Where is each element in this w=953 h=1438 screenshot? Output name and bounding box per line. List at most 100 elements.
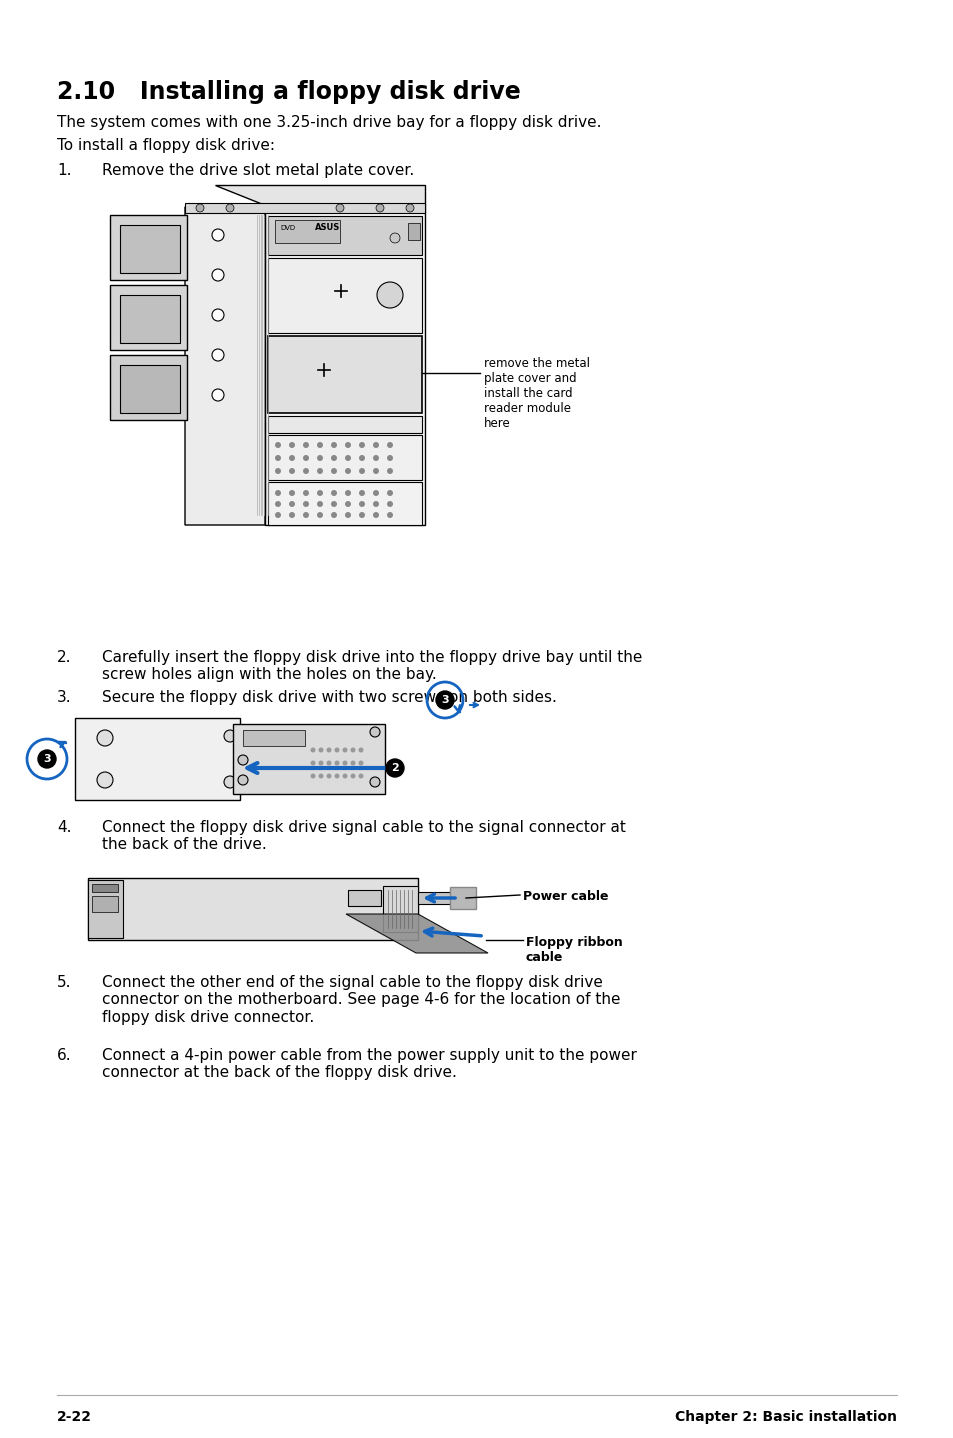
Polygon shape xyxy=(265,206,424,525)
Circle shape xyxy=(436,692,454,709)
Circle shape xyxy=(373,441,378,449)
Circle shape xyxy=(274,441,281,449)
Circle shape xyxy=(310,761,315,765)
Circle shape xyxy=(331,500,336,508)
Circle shape xyxy=(350,748,355,752)
Circle shape xyxy=(358,761,363,765)
Circle shape xyxy=(387,467,393,475)
Polygon shape xyxy=(88,880,123,938)
Circle shape xyxy=(303,467,309,475)
Text: 3: 3 xyxy=(440,695,448,705)
Polygon shape xyxy=(268,436,421,480)
Circle shape xyxy=(342,748,347,752)
Circle shape xyxy=(97,731,112,746)
Circle shape xyxy=(212,349,224,361)
Polygon shape xyxy=(274,220,339,243)
Circle shape xyxy=(375,204,384,211)
Text: Connect the floppy disk drive signal cable to the signal connector at
the back o: Connect the floppy disk drive signal cab… xyxy=(102,820,625,853)
Circle shape xyxy=(326,774,331,778)
Circle shape xyxy=(212,309,224,321)
Circle shape xyxy=(342,774,347,778)
Circle shape xyxy=(331,441,336,449)
Text: To install a floppy disk drive:: To install a floppy disk drive: xyxy=(57,138,274,152)
Circle shape xyxy=(370,777,379,787)
Circle shape xyxy=(212,390,224,401)
Circle shape xyxy=(316,454,323,462)
Circle shape xyxy=(331,454,336,462)
Polygon shape xyxy=(268,416,421,433)
Text: Chapter 2: Basic installation: Chapter 2: Basic installation xyxy=(675,1411,896,1424)
Polygon shape xyxy=(110,216,187,280)
Polygon shape xyxy=(91,884,118,892)
Text: Carefully insert the floppy disk drive into the floppy drive bay until the
screw: Carefully insert the floppy disk drive i… xyxy=(102,650,641,683)
Circle shape xyxy=(274,454,281,462)
Circle shape xyxy=(326,761,331,765)
Circle shape xyxy=(331,512,336,518)
Circle shape xyxy=(212,269,224,280)
Polygon shape xyxy=(75,718,240,800)
Text: ASUS: ASUS xyxy=(314,223,340,232)
Circle shape xyxy=(345,441,351,449)
Circle shape xyxy=(345,490,351,496)
Circle shape xyxy=(289,441,294,449)
Circle shape xyxy=(274,490,281,496)
Polygon shape xyxy=(382,886,417,932)
Circle shape xyxy=(237,755,248,765)
Circle shape xyxy=(387,441,393,449)
Circle shape xyxy=(387,454,393,462)
Circle shape xyxy=(303,441,309,449)
Text: Power cable: Power cable xyxy=(522,890,608,903)
Circle shape xyxy=(310,774,315,778)
Polygon shape xyxy=(185,206,265,525)
Circle shape xyxy=(331,490,336,496)
Circle shape xyxy=(289,490,294,496)
Polygon shape xyxy=(450,887,476,909)
Polygon shape xyxy=(88,879,417,940)
Text: Remove the drive slot metal plate cover.: Remove the drive slot metal plate cover. xyxy=(102,162,414,178)
Circle shape xyxy=(289,454,294,462)
Circle shape xyxy=(373,467,378,475)
Circle shape xyxy=(335,774,339,778)
Text: Connect the other end of the signal cable to the floppy disk drive
connector on : Connect the other end of the signal cabl… xyxy=(102,975,619,1025)
Circle shape xyxy=(237,775,248,785)
Polygon shape xyxy=(214,186,424,206)
Circle shape xyxy=(331,467,336,475)
Text: 2: 2 xyxy=(391,764,398,774)
Circle shape xyxy=(212,229,224,242)
Polygon shape xyxy=(348,890,380,906)
Circle shape xyxy=(376,282,402,308)
Text: 2.: 2. xyxy=(57,650,71,664)
Circle shape xyxy=(373,512,378,518)
Text: 2-22: 2-22 xyxy=(57,1411,91,1424)
Circle shape xyxy=(345,454,351,462)
Polygon shape xyxy=(110,355,187,420)
Polygon shape xyxy=(233,723,385,794)
Text: 1.: 1. xyxy=(57,162,71,178)
Text: 4.: 4. xyxy=(57,820,71,835)
Circle shape xyxy=(358,467,365,475)
Circle shape xyxy=(335,748,339,752)
Circle shape xyxy=(224,777,235,788)
Polygon shape xyxy=(346,915,488,953)
Circle shape xyxy=(345,512,351,518)
Text: Secure the floppy disk drive with two screws on both sides.: Secure the floppy disk drive with two sc… xyxy=(102,690,557,705)
Polygon shape xyxy=(91,896,118,912)
Polygon shape xyxy=(268,336,421,413)
Circle shape xyxy=(226,204,233,211)
Polygon shape xyxy=(120,224,180,273)
Circle shape xyxy=(358,512,365,518)
Circle shape xyxy=(358,454,365,462)
Text: 2.10   Installing a floppy disk drive: 2.10 Installing a floppy disk drive xyxy=(57,81,520,104)
Text: The system comes with one 3.25-inch drive bay for a floppy disk drive.: The system comes with one 3.25-inch driv… xyxy=(57,115,601,129)
Text: Floppy ribbon
cable: Floppy ribbon cable xyxy=(525,936,622,963)
Circle shape xyxy=(316,512,323,518)
Polygon shape xyxy=(120,295,180,344)
Circle shape xyxy=(274,512,281,518)
Circle shape xyxy=(310,748,315,752)
Polygon shape xyxy=(417,892,453,905)
Circle shape xyxy=(289,500,294,508)
Circle shape xyxy=(373,454,378,462)
Text: 6.: 6. xyxy=(57,1048,71,1063)
Circle shape xyxy=(406,204,414,211)
Circle shape xyxy=(274,467,281,475)
